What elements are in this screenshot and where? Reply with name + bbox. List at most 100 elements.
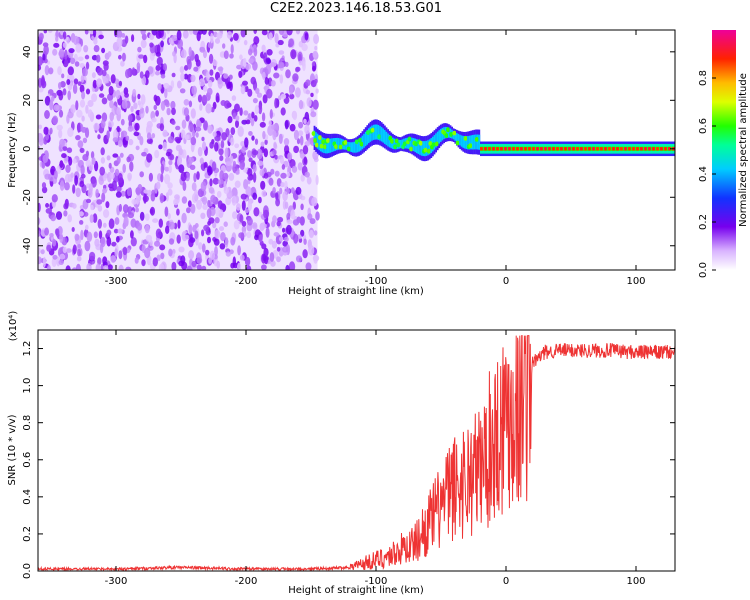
- noise-blob: [103, 265, 109, 270]
- noise-blob: [121, 52, 126, 62]
- noise-blob: [276, 246, 281, 252]
- noise-blob: [115, 236, 120, 243]
- noise-blob: [165, 151, 171, 157]
- noise-blob: [201, 94, 208, 106]
- signal-mid: [470, 135, 473, 150]
- noise-blob: [139, 211, 145, 221]
- signal-mid: [340, 138, 343, 150]
- noise-blob: [106, 229, 112, 236]
- noise-blob: [206, 71, 210, 82]
- noise-blob: [125, 135, 130, 141]
- noise-blob: [193, 172, 197, 183]
- noise-blob: [79, 84, 85, 93]
- noise-blob: [219, 170, 225, 181]
- noise-blob: [280, 107, 286, 116]
- noise-blob: [135, 145, 140, 151]
- noise-blob: [195, 132, 199, 138]
- noise-blob: [160, 40, 165, 48]
- carrier-core: [664, 147, 667, 151]
- noise-blob: [136, 222, 143, 231]
- noise-blob: [155, 65, 161, 72]
- noise-blob: [301, 43, 308, 52]
- noise-blob: [276, 256, 281, 263]
- noise-blob: [90, 204, 94, 211]
- noise-blob: [59, 233, 64, 243]
- signal-mid: [419, 140, 421, 155]
- noise-blob: [304, 32, 309, 41]
- signal-mid: [464, 136, 466, 149]
- noise-blob: [264, 255, 269, 265]
- signal-mid: [475, 134, 477, 150]
- x-tick-label: -300: [105, 576, 128, 587]
- noise-blob: [220, 100, 227, 106]
- noise-blob: [247, 168, 253, 177]
- noise-blob: [72, 158, 77, 164]
- noise-blob: [188, 237, 194, 248]
- carrier-core: [544, 147, 547, 151]
- noise-blob: [133, 102, 138, 110]
- noise-blob: [266, 88, 273, 99]
- carrier-core: [616, 147, 619, 151]
- noise-blob: [81, 115, 85, 122]
- noise-blob: [171, 261, 177, 270]
- spectrogram-x-ticks: -300 -200 -100 0 100: [105, 30, 646, 287]
- noise-blob: [133, 131, 140, 137]
- carrier-core: [516, 147, 519, 151]
- carrier-core: [620, 147, 623, 151]
- noise-blob: [252, 192, 258, 200]
- noise-blob: [278, 50, 285, 55]
- noise-blob: [60, 81, 66, 88]
- noise-blob: [144, 224, 150, 234]
- noise-blob: [261, 190, 267, 198]
- noise-blob: [96, 67, 104, 76]
- signal-mid: [313, 130, 316, 146]
- noise-blob: [300, 174, 305, 182]
- noise-blob: [214, 246, 218, 257]
- noise-blob: [248, 48, 253, 56]
- noise-blob: [214, 217, 220, 224]
- noise-blob: [177, 219, 181, 229]
- carrier-core: [504, 147, 507, 151]
- signal-core: [334, 144, 338, 150]
- noise-blob: [229, 81, 233, 92]
- noise-blob: [181, 196, 188, 204]
- noise-blob: [191, 260, 197, 268]
- noise-blob: [196, 256, 203, 264]
- y-tick-label: 20: [22, 94, 33, 107]
- signal-mid: [478, 134, 481, 150]
- x-tick-label: -300: [105, 276, 128, 287]
- noise-blob: [171, 34, 178, 42]
- noise-blob: [203, 120, 209, 131]
- noise-blob: [258, 103, 263, 115]
- noise-blob: [70, 57, 76, 65]
- noise-blob: [295, 30, 301, 35]
- signal-mid: [363, 133, 365, 148]
- signal-mid: [416, 139, 418, 154]
- noise-blob: [197, 30, 203, 35]
- noise-blob: [59, 180, 65, 191]
- noise-blob: [127, 125, 134, 132]
- noise-blob: [38, 247, 41, 255]
- signal-core: [446, 127, 450, 133]
- noise-blob: [91, 72, 96, 79]
- noise-blob: [79, 180, 85, 188]
- noise-blob: [210, 194, 217, 203]
- noise-blob: [63, 202, 69, 210]
- signal-core: [354, 139, 359, 145]
- signal-core: [409, 146, 414, 152]
- noise-blob: [87, 100, 94, 107]
- noise-blob: [230, 44, 234, 54]
- noise-blob: [215, 96, 220, 103]
- noise-blob: [58, 91, 64, 101]
- noise-blob: [108, 162, 112, 169]
- noise-blob: [157, 44, 161, 55]
- noise-blob: [45, 203, 50, 208]
- noise-blob: [87, 109, 93, 118]
- y-tick-label: 0.2: [22, 526, 33, 542]
- noise-blob: [118, 203, 122, 212]
- noise-blob: [260, 180, 266, 190]
- noise-blob: [223, 50, 229, 59]
- noise-blob: [162, 129, 168, 138]
